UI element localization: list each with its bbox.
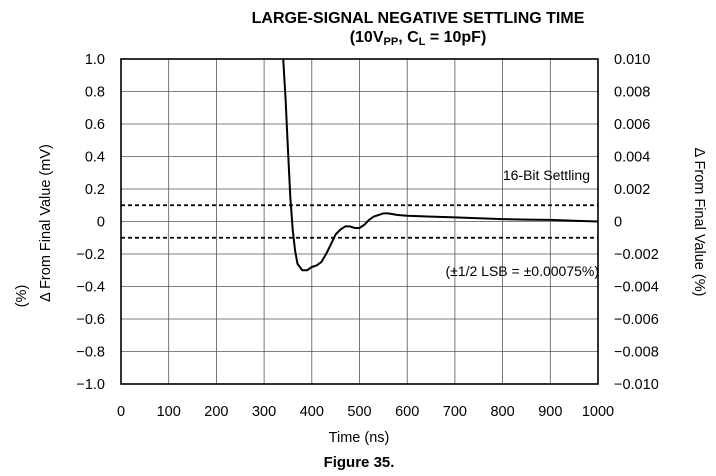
y-right-tick-labels: 0.010 0.008 0.006 0.004 0.002 0 −0.002 −0.004 −0… [614, 52, 659, 393]
y-right-tick-label: 0.008 [614, 85, 650, 101]
y-left-axis-title: Δ From Final Value (mV) [38, 144, 54, 302]
y-left-tick-label: −0.8 [76, 345, 105, 361]
x-tick-label: 400 [300, 404, 324, 420]
chart-title-line1: LARGE-SIGNAL NEGATIVE SETTLING TIME [252, 10, 585, 27]
y-left-axis-title-outer: (%) [14, 285, 30, 308]
x-tick-label: 900 [538, 404, 562, 420]
x-tick-label: 800 [490, 404, 514, 420]
y-right-tick-label: 0.004 [614, 150, 650, 166]
y-right-axis-title: Δ From Final Value (%) [691, 148, 707, 297]
y-left-tick-label: 0.2 [85, 182, 105, 198]
x-tick-label: 500 [347, 404, 371, 420]
x-tick-labels: 0 100 200 300 400 500 600 700 800 900 1000 [117, 404, 614, 420]
figure-caption: Figure 35. [324, 454, 395, 471]
x-tick-label: 700 [443, 404, 467, 420]
y-right-tick-label: −0.004 [614, 280, 659, 296]
y-right-tick-label: −0.006 [614, 312, 659, 328]
grid [121, 59, 598, 384]
y-left-tick-label: 1.0 [85, 52, 105, 68]
y-left-tick-label: 0.6 [85, 117, 105, 133]
x-axis-title: Time (ns) [329, 430, 390, 446]
plot-frame [120, 58, 599, 385]
x-tick-label: 200 [204, 404, 228, 420]
lsb-label: (±1/2 LSB = ±0.00075%) [445, 263, 599, 279]
y-left-tick-label: −0.4 [76, 280, 105, 296]
y-right-tick-label: −0.002 [614, 247, 659, 263]
y-left-tick-label: 0.4 [85, 150, 105, 166]
series-group [282, 58, 599, 272]
y-right-tick-label: 0.002 [614, 182, 650, 198]
y-left-tick-label: 0.8 [85, 85, 105, 101]
y-left-tick-labels: 1.0 0.8 0.6 0.4 0.2 0 −0.2 −0.4 −0.6 −0.8 −1.0 [76, 52, 105, 393]
x-tick-label: 100 [157, 404, 181, 420]
band-label: 16-Bit Settling [503, 167, 590, 183]
y-right-tick-label: 0.010 [614, 52, 650, 68]
plot-border [120, 58, 599, 385]
y-right-tick-label: 0 [614, 215, 622, 231]
y-left-tick-label: −0.2 [76, 247, 105, 263]
x-tick-label: 300 [252, 404, 276, 420]
y-left-tick-label: −0.6 [76, 312, 105, 328]
y-right-tick-label: −0.010 [614, 377, 659, 393]
x-tick-label: 0 [117, 404, 125, 420]
series-line [282, 58, 599, 272]
settling-band [121, 204, 598, 239]
y-right-tick-label: 0.006 [614, 117, 650, 133]
x-tick-label: 600 [395, 404, 419, 420]
y-left-tick-label: −1.0 [76, 377, 105, 393]
y-left-tick-label: 0 [97, 215, 105, 231]
x-tick-label: 1000 [582, 404, 614, 420]
y-right-tick-label: −0.008 [614, 345, 659, 361]
chart-title-line2: (10VPP, CL = 10pF) [350, 29, 487, 48]
